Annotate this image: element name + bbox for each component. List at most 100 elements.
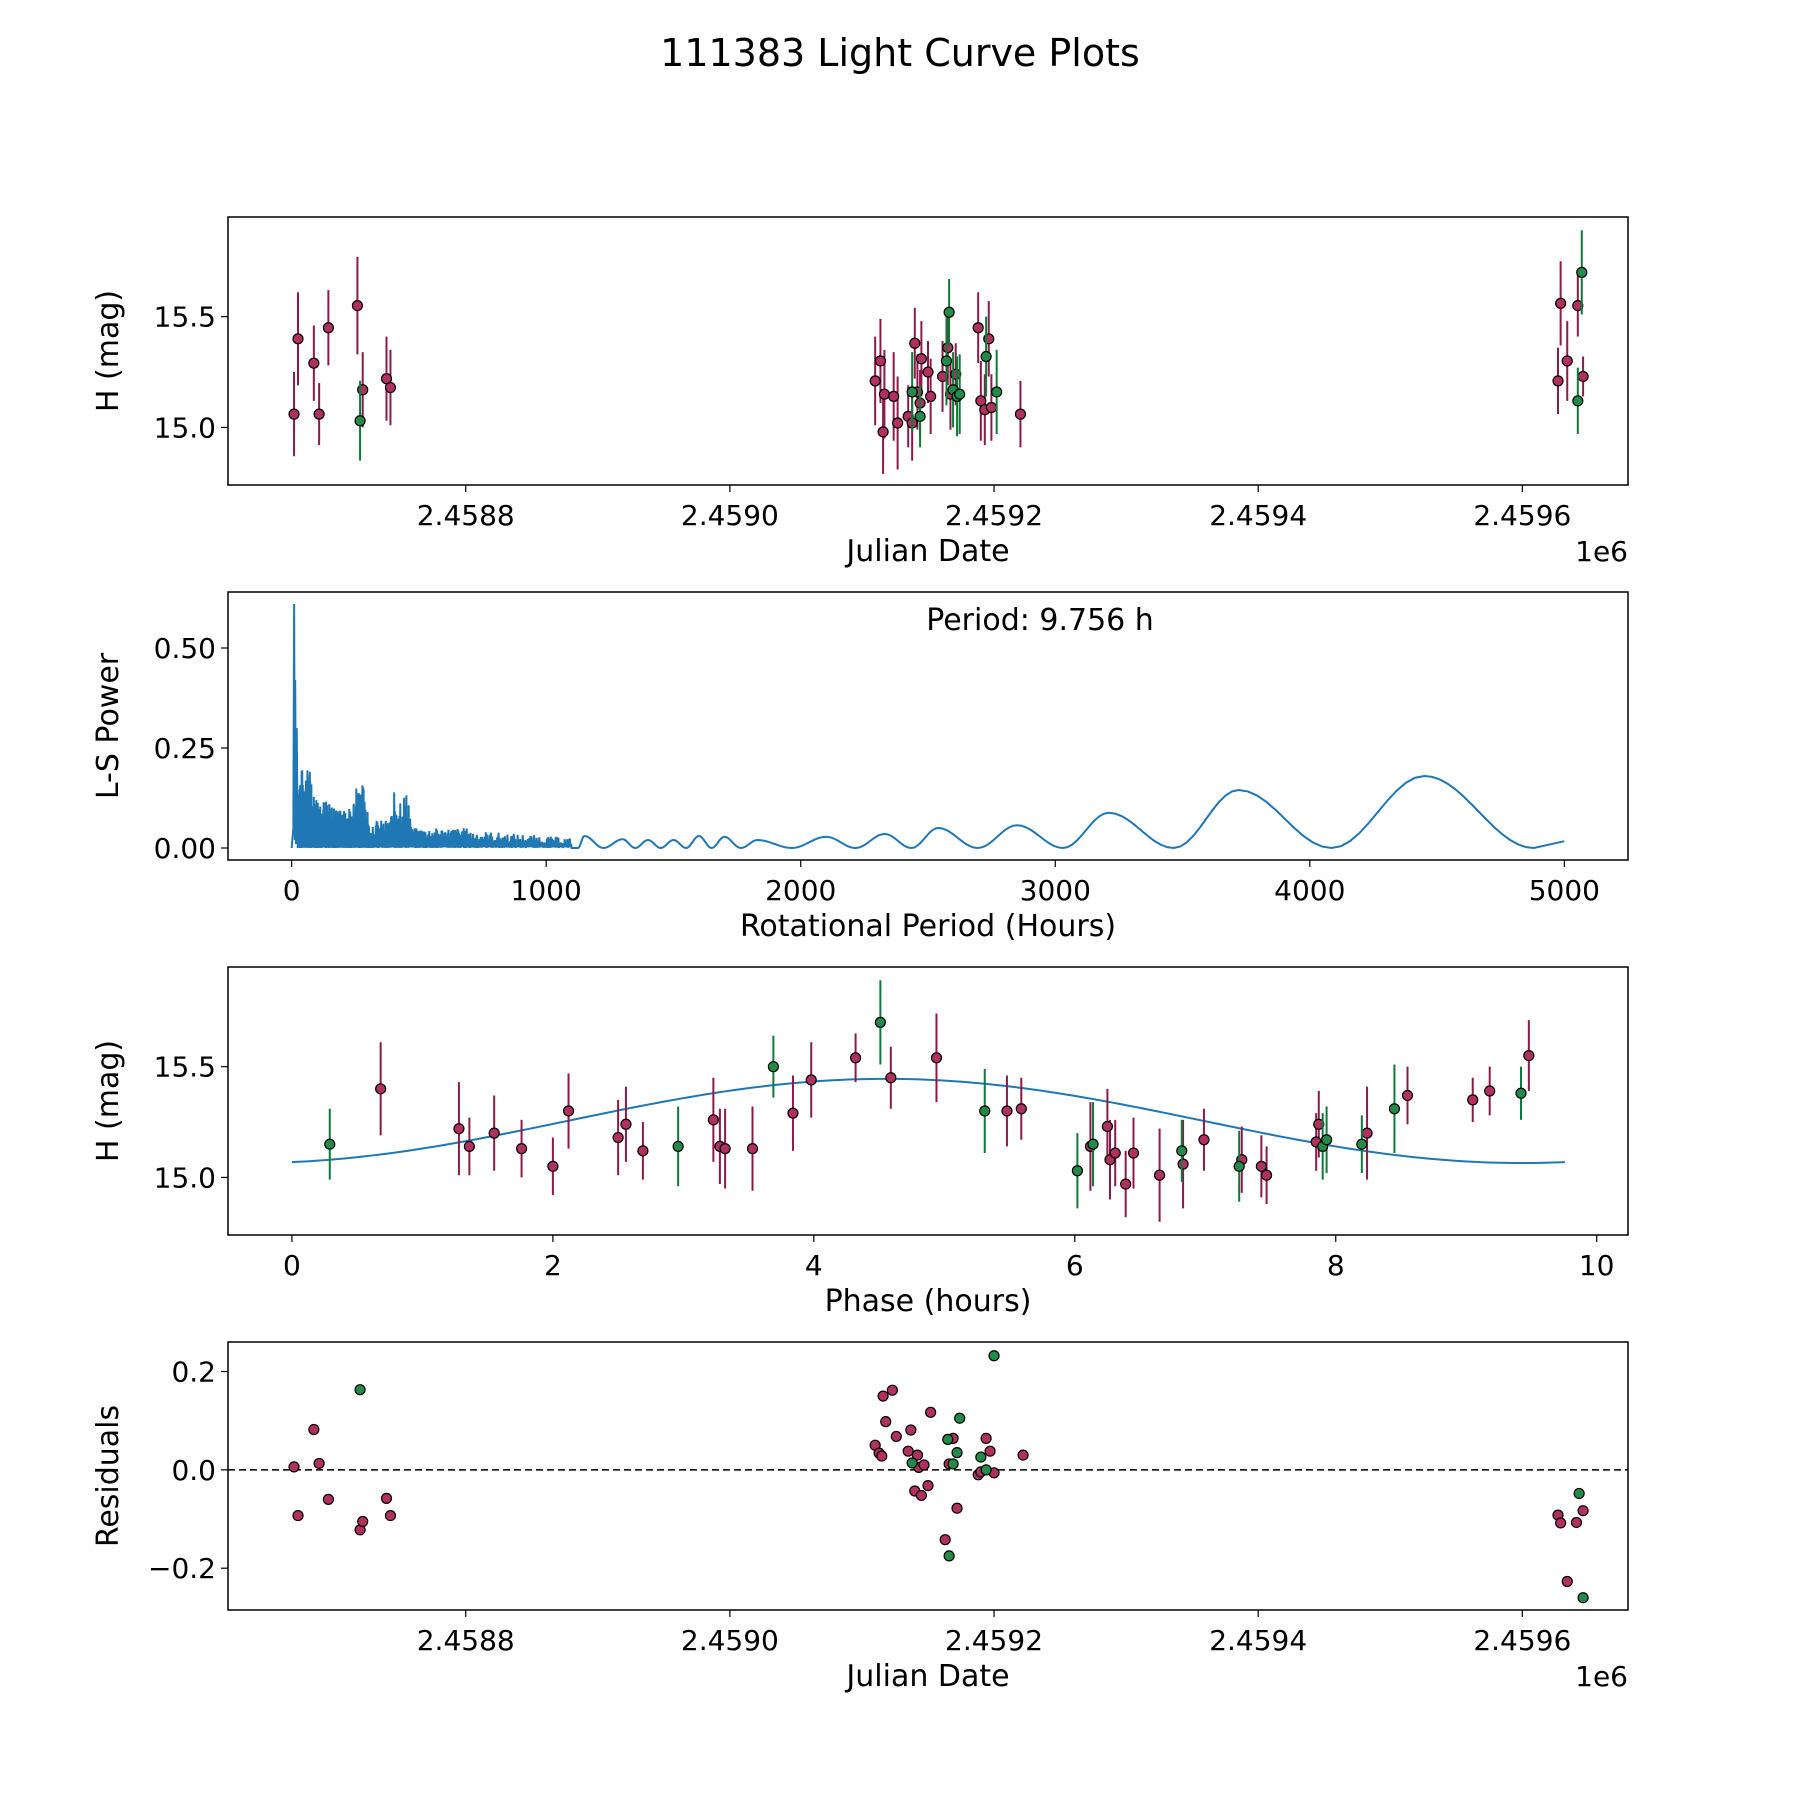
data-point [915, 353, 927, 365]
data-point [1321, 1134, 1333, 1146]
y-tick-label: 0.25 [154, 732, 216, 765]
data-point [951, 1502, 963, 1514]
data-point [1561, 355, 1573, 367]
data-point [936, 370, 949, 383]
data-point [515, 1143, 528, 1155]
model-curve [291, 1077, 1565, 1165]
x-tick-label: 8 [1327, 1249, 1345, 1282]
data-point [942, 1433, 954, 1445]
data-point [880, 1416, 892, 1428]
data-point [1198, 1134, 1210, 1146]
data-point [886, 1384, 898, 1396]
data-point [925, 1406, 937, 1418]
data-point [1001, 1105, 1013, 1117]
data-point [1570, 1516, 1583, 1529]
data-point [1576, 266, 1588, 278]
data-point [890, 1430, 902, 1443]
data-point [1484, 1085, 1496, 1097]
data-point [915, 1489, 927, 1502]
plot-frame [227, 216, 1629, 486]
data-point [876, 1450, 888, 1462]
data-point [874, 1016, 886, 1028]
y-tick-label: 0.2 [171, 1356, 216, 1389]
data-point [954, 1412, 966, 1424]
data-point [1153, 1169, 1166, 1181]
x-tick-label: 1000 [511, 874, 582, 907]
data-point [1176, 1145, 1188, 1157]
x-tick-label: 2.4592 [945, 499, 1043, 532]
data-point [313, 408, 325, 420]
data-point [375, 1083, 387, 1095]
x-tick-label: 2.4596 [1473, 1624, 1571, 1657]
data-point [1356, 1138, 1368, 1150]
data-point [354, 1384, 366, 1396]
data-point [288, 408, 300, 420]
data-point [979, 1105, 991, 1117]
data-point [942, 342, 954, 354]
x-offset-label: 1e6 [1575, 1660, 1628, 1693]
data-point [972, 322, 984, 334]
data-point [787, 1107, 799, 1119]
data-point [1087, 1138, 1099, 1150]
data-point [1017, 1449, 1029, 1461]
data-point [988, 1350, 1000, 1362]
figure-title: 111383 Light Curve Plots [660, 31, 1140, 75]
data-point [918, 1459, 930, 1471]
data-point [943, 1550, 955, 1562]
data-point [878, 388, 891, 400]
x-tick-label: 2000 [765, 874, 836, 907]
data-point [991, 386, 1003, 398]
data-point [1577, 1592, 1589, 1604]
data-point [980, 1432, 992, 1444]
data-point [905, 1424, 917, 1436]
data-point [892, 417, 904, 429]
data-point [951, 1447, 963, 1459]
data-point [877, 426, 889, 438]
data-point [354, 415, 366, 427]
plot-frame [227, 966, 1629, 1236]
x-tick-label: 0 [283, 1249, 301, 1282]
y-axis-label: H (mag) [91, 290, 126, 412]
x-tick-label: 4 [805, 1249, 823, 1282]
lightcurve-panel: 2.4588 2.4590 2.4592 2.4594 2.4596 15.0 15.5 Ju… [91, 216, 1629, 569]
data-point [767, 1061, 779, 1073]
data-point [292, 1509, 304, 1522]
y-tick-label: 0.50 [154, 632, 216, 665]
data-point [746, 1143, 759, 1155]
y-axis-label: L-S Power [91, 652, 126, 799]
y-tick-label: 15.0 [154, 411, 216, 444]
data-point [922, 1479, 934, 1492]
data-point [909, 337, 921, 349]
data-point [292, 333, 304, 345]
y-axis-label: Residuals [91, 1405, 126, 1547]
data-point [1577, 1505, 1589, 1517]
data-point [914, 410, 926, 422]
x-tick-label: 2.4594 [1209, 1624, 1307, 1657]
data-point [1109, 1147, 1121, 1159]
data-point [1014, 408, 1027, 420]
data-point [940, 355, 953, 367]
data-point [1120, 1178, 1132, 1190]
data-point [620, 1118, 632, 1130]
data-point [805, 1074, 817, 1086]
data-point [925, 390, 937, 403]
data-point [1233, 1160, 1245, 1172]
data-point [380, 1492, 393, 1504]
data-point [1572, 395, 1584, 407]
x-axis-label: Julian Date [844, 534, 1009, 569]
data-point [943, 306, 955, 318]
y-tick-label: 15.5 [154, 1051, 216, 1084]
data-point [1467, 1094, 1479, 1106]
x-axis-label: Rotational Period (Hours) [740, 909, 1116, 944]
data-point [1015, 1103, 1027, 1115]
data-point [1577, 370, 1589, 383]
data-point [888, 390, 900, 403]
data-point [1361, 1127, 1373, 1139]
y-axis-label: H (mag) [91, 1040, 126, 1162]
data-point [947, 1458, 959, 1470]
data-point [357, 1515, 369, 1528]
x-tick-label: 6 [1066, 1249, 1084, 1282]
data-point [1573, 1487, 1585, 1500]
x-offset-label: 1e6 [1575, 535, 1628, 568]
